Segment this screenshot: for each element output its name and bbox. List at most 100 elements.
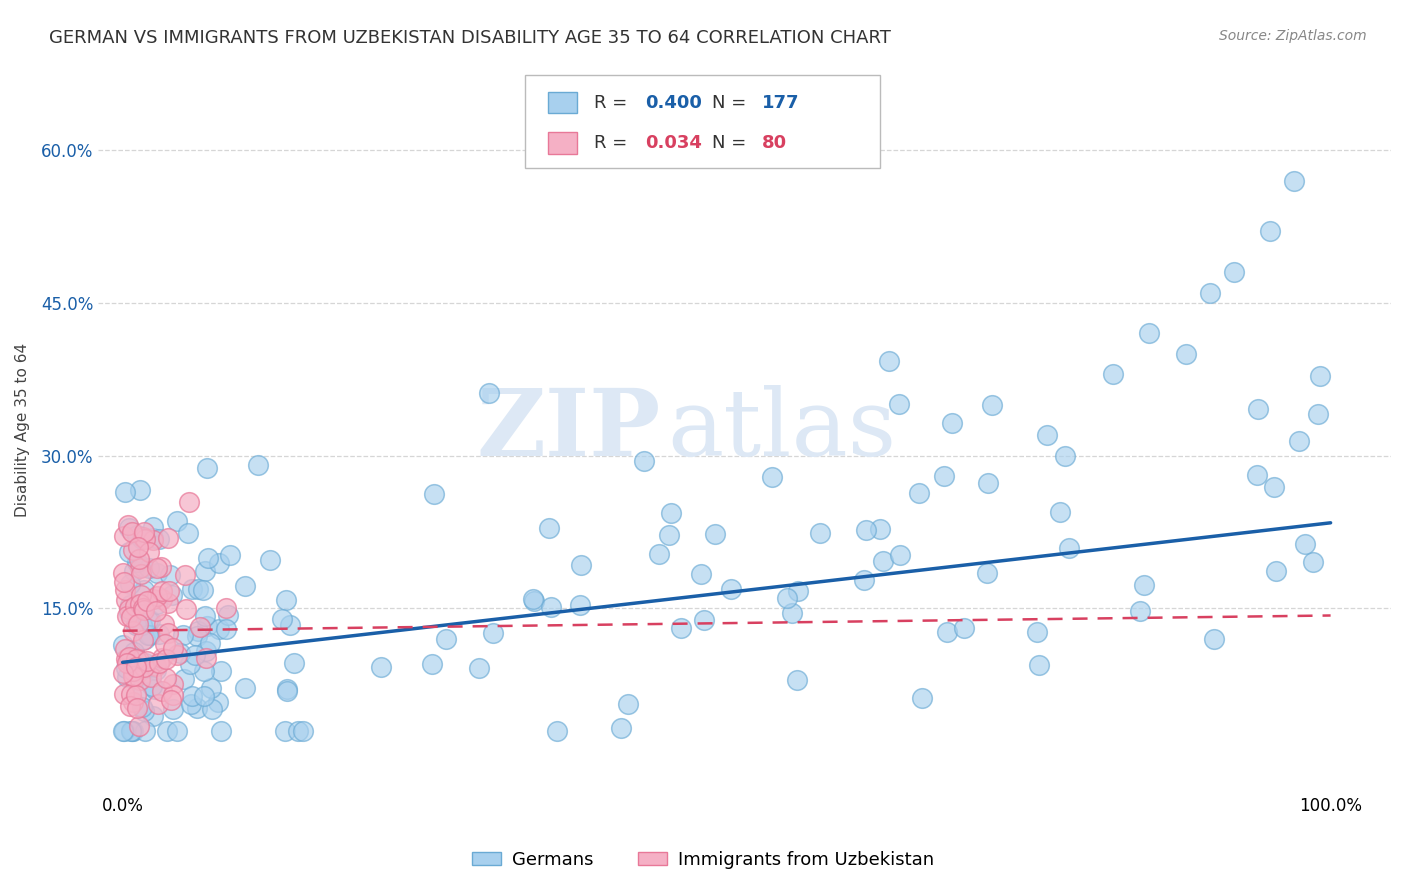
Point — [610, 722, 633, 736]
Point — [117, 654, 139, 668]
Point — [145, 604, 167, 618]
Point — [259, 553, 281, 567]
Point — [787, 583, 810, 598]
Point — [139, 613, 162, 627]
Point — [181, 689, 204, 703]
Point — [122, 695, 145, 709]
Point — [1302, 554, 1324, 568]
Point — [669, 621, 692, 635]
Point — [155, 671, 177, 685]
Point — [981, 398, 1004, 412]
Point — [1049, 505, 1071, 519]
Point — [131, 532, 153, 546]
Point — [142, 591, 165, 606]
Point — [617, 697, 640, 711]
Point — [131, 559, 153, 574]
Point — [155, 637, 177, 651]
Point — [132, 660, 155, 674]
Point — [761, 470, 783, 484]
Point — [118, 652, 141, 666]
Point — [132, 603, 155, 617]
Point — [1198, 285, 1220, 300]
Point — [122, 564, 145, 578]
Point — [1309, 369, 1331, 384]
Point — [121, 723, 143, 738]
Point — [127, 541, 149, 555]
Point — [129, 588, 152, 602]
Point — [114, 485, 136, 500]
Point — [125, 665, 148, 679]
Point — [423, 487, 446, 501]
Point — [111, 566, 134, 580]
Point — [148, 532, 170, 546]
Point — [132, 530, 155, 544]
Point — [136, 654, 159, 668]
Text: R =: R = — [593, 134, 633, 152]
Text: N =: N = — [713, 134, 752, 152]
Point — [209, 723, 232, 738]
Point — [150, 684, 173, 698]
Point — [139, 628, 162, 642]
Point — [179, 657, 201, 672]
Point — [141, 709, 163, 723]
Point — [155, 652, 177, 666]
Point — [122, 624, 145, 638]
Point — [146, 597, 169, 611]
Point — [422, 657, 444, 671]
Point — [1036, 428, 1059, 442]
Point — [150, 651, 173, 665]
Point — [1263, 480, 1285, 494]
Point — [128, 552, 150, 566]
Point — [186, 701, 208, 715]
Text: GERMAN VS IMMIGRANTS FROM UZBEKISTAN DISABILITY AGE 35 TO 64 CORRELATION CHART: GERMAN VS IMMIGRANTS FROM UZBEKISTAN DIS… — [49, 29, 891, 46]
Point — [195, 461, 218, 475]
Point — [246, 458, 269, 473]
Point — [145, 566, 167, 580]
Point — [276, 682, 298, 697]
Text: 80: 80 — [762, 134, 787, 152]
Point — [215, 622, 238, 636]
Point — [118, 521, 141, 535]
Point — [136, 613, 159, 627]
Point — [1284, 173, 1306, 187]
Point — [115, 656, 138, 670]
Point — [692, 613, 714, 627]
Point — [1129, 604, 1152, 618]
Point — [887, 396, 910, 410]
Point — [120, 609, 142, 624]
Point — [129, 483, 152, 498]
Point — [180, 697, 202, 711]
Legend: Germans, Immigrants from Uzbekistan: Germans, Immigrants from Uzbekistan — [464, 844, 942, 876]
Point — [193, 690, 215, 704]
Point — [114, 582, 136, 597]
Point — [143, 681, 166, 696]
Point — [176, 526, 198, 541]
Point — [273, 723, 295, 738]
Point — [149, 559, 172, 574]
Point — [633, 453, 655, 467]
Point — [690, 567, 713, 582]
Point — [132, 600, 155, 615]
Point — [131, 618, 153, 632]
Point — [187, 624, 209, 638]
Point — [935, 624, 957, 639]
Point — [776, 591, 799, 605]
Point — [193, 664, 215, 678]
Point — [156, 723, 179, 738]
Point — [162, 676, 184, 690]
Point — [118, 545, 141, 559]
Point — [114, 661, 136, 675]
Point — [1174, 347, 1197, 361]
Point — [271, 612, 294, 626]
Point — [174, 568, 197, 582]
Point — [132, 583, 155, 598]
Point — [122, 603, 145, 617]
Point — [134, 657, 156, 671]
Point — [139, 670, 162, 684]
Point — [1133, 578, 1156, 592]
Point — [869, 523, 891, 537]
Point — [782, 607, 804, 621]
Point — [786, 673, 808, 687]
Point — [142, 520, 165, 534]
Point — [1308, 407, 1330, 421]
